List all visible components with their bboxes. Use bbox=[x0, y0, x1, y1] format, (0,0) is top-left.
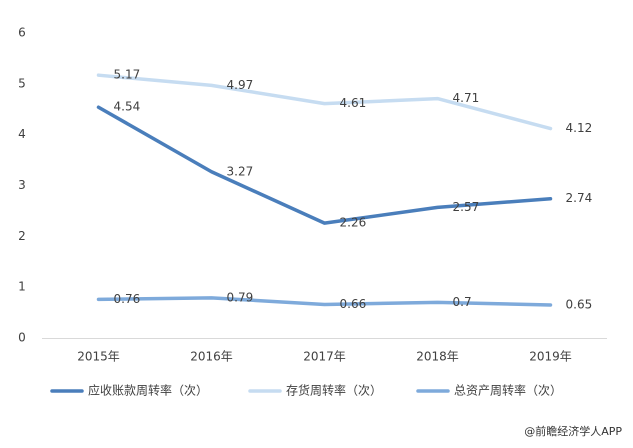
data-label: 0.7 bbox=[453, 295, 472, 309]
x-tick-label: 2018年 bbox=[416, 350, 459, 364]
source-credit: @前瞻经济学人APP bbox=[524, 424, 622, 438]
data-label: 2.57 bbox=[453, 200, 480, 214]
x-tick-label: 2015年 bbox=[77, 350, 120, 364]
data-label: 4.71 bbox=[453, 91, 480, 105]
y-tick-label: 3 bbox=[18, 178, 26, 192]
data-label: 4.97 bbox=[227, 78, 254, 92]
y-tick-label: 5 bbox=[18, 76, 26, 90]
y-tick-label: 2 bbox=[18, 229, 26, 243]
y-tick-label: 6 bbox=[18, 26, 26, 40]
data-label: 2.74 bbox=[566, 191, 593, 205]
x-tick-label: 2016年 bbox=[190, 350, 233, 364]
data-label: 2.26 bbox=[340, 216, 367, 230]
data-label: 4.12 bbox=[566, 121, 593, 135]
y-tick-label: 4 bbox=[18, 127, 26, 141]
data-label: 3.27 bbox=[227, 164, 254, 178]
data-label: 4.61 bbox=[340, 96, 367, 110]
series-line bbox=[96, 105, 553, 225]
y-tick-label: 0 bbox=[18, 331, 26, 345]
series-line bbox=[96, 296, 553, 307]
data-label: 5.17 bbox=[114, 68, 141, 82]
series-line bbox=[96, 73, 553, 131]
data-label: 0.65 bbox=[566, 297, 593, 311]
data-label: 0.76 bbox=[114, 292, 141, 306]
data-label: 0.66 bbox=[340, 297, 367, 311]
x-tick-label: 2017年 bbox=[303, 350, 346, 364]
legend-label: 总资产周转率（次） bbox=[454, 383, 562, 398]
y-tick-label: 1 bbox=[18, 280, 26, 294]
x-tick-label: 2019年 bbox=[529, 350, 572, 364]
data-label: 0.79 bbox=[227, 290, 254, 304]
data-label: 4.54 bbox=[114, 100, 141, 114]
legend-label: 存货周转率（次） bbox=[286, 383, 382, 398]
legend-label: 应收账款周转率（次） bbox=[88, 383, 208, 398]
